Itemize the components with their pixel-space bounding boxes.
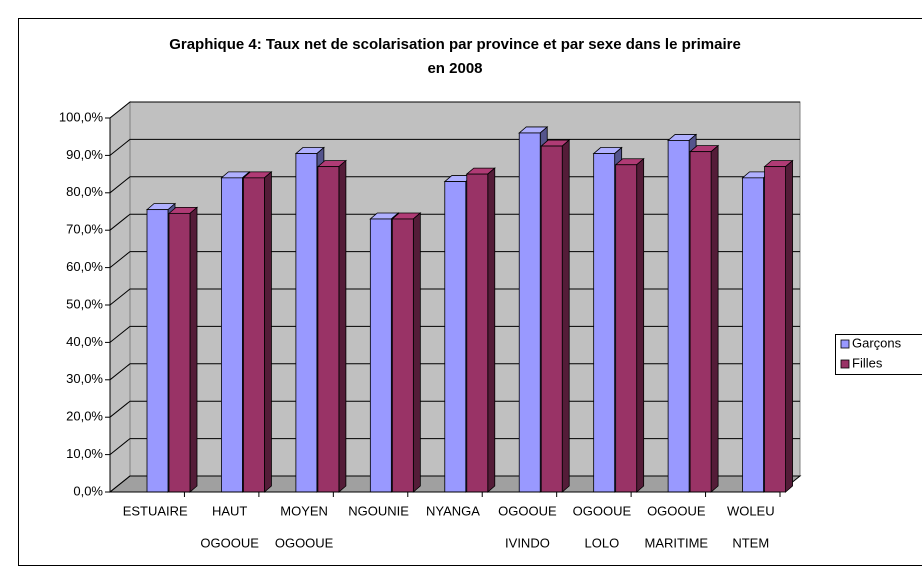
bar-side bbox=[338, 159, 347, 493]
y-tick-label: 20,0% bbox=[66, 409, 103, 424]
bar-front bbox=[243, 177, 265, 493]
grid-line bbox=[109, 475, 800, 493]
bar bbox=[242, 170, 273, 493]
bar bbox=[540, 139, 571, 493]
y-tick-label: 100,0% bbox=[59, 109, 104, 124]
bar-front bbox=[667, 140, 690, 493]
bar-front bbox=[221, 177, 243, 493]
x-tick-label: NGOUNIE bbox=[348, 503, 409, 518]
bar-front bbox=[391, 218, 414, 493]
bar-front bbox=[295, 153, 318, 493]
bar-side bbox=[710, 144, 719, 493]
legend-box bbox=[835, 334, 922, 375]
x-tick-label: LOLO bbox=[585, 535, 620, 550]
y-tick-label: 0,0% bbox=[73, 483, 103, 498]
grid-line bbox=[109, 213, 800, 231]
bar-front bbox=[369, 218, 392, 493]
x-tick-label: OGOOUE bbox=[275, 535, 334, 550]
grid-line bbox=[109, 176, 800, 194]
x-tick-label: NTEM bbox=[732, 535, 769, 550]
x-tick-label: NYANGA bbox=[426, 503, 480, 518]
bar-side bbox=[636, 157, 645, 493]
grid-line bbox=[109, 438, 800, 455]
legend-label: Garçons bbox=[852, 335, 902, 350]
x-tick-label: IVINDO bbox=[505, 535, 550, 550]
bar bbox=[391, 212, 422, 493]
grid-line bbox=[109, 288, 800, 306]
bar-front bbox=[742, 177, 764, 493]
y-tick-label: 50,0% bbox=[66, 296, 103, 311]
bar-front bbox=[518, 132, 541, 493]
bar-front bbox=[615, 164, 638, 493]
bar bbox=[316, 159, 347, 493]
grid-line bbox=[109, 101, 800, 119]
bar-front bbox=[764, 166, 786, 493]
grid-line bbox=[109, 251, 800, 268]
bar-side bbox=[785, 159, 793, 493]
x-tick-label: HAUT bbox=[212, 503, 247, 518]
bar bbox=[465, 167, 496, 493]
y-tick-label: 30,0% bbox=[66, 371, 103, 386]
x-tick-label: ESTUAIRE bbox=[123, 503, 188, 518]
grid-line bbox=[109, 325, 800, 343]
y-tick-label: 40,0% bbox=[66, 334, 103, 349]
bar-side bbox=[487, 167, 496, 493]
grid-line bbox=[109, 400, 800, 418]
bar-side bbox=[561, 139, 570, 493]
bar-front bbox=[317, 166, 340, 493]
bar bbox=[167, 206, 199, 493]
y-tick-label: 60,0% bbox=[66, 259, 103, 274]
bar-front bbox=[146, 209, 169, 493]
x-tick-label: MARITIME bbox=[645, 535, 709, 550]
bar-front bbox=[689, 151, 712, 493]
bar-side bbox=[412, 212, 421, 493]
legend-swatch bbox=[840, 359, 850, 369]
legend-swatch bbox=[840, 339, 850, 349]
bar-side bbox=[189, 206, 198, 493]
x-tick-label: OGOOUE bbox=[573, 503, 632, 518]
y-tick-label: 90,0% bbox=[66, 147, 103, 162]
bar-front bbox=[540, 145, 563, 493]
legend-label: Filles bbox=[852, 355, 883, 370]
bar-side bbox=[264, 170, 272, 493]
x-tick-label: MOYEN bbox=[280, 503, 328, 518]
bar bbox=[689, 144, 720, 493]
x-tick-label: OGOOUE bbox=[200, 535, 259, 550]
x-tick-label: OGOOUE bbox=[498, 503, 557, 518]
x-tick-label: OGOOUE bbox=[647, 503, 706, 518]
bar bbox=[614, 157, 645, 493]
bar-front bbox=[168, 212, 191, 493]
y-tick-label: 70,0% bbox=[66, 222, 103, 237]
grid-line bbox=[109, 363, 800, 381]
y-tick-label: 80,0% bbox=[66, 184, 103, 199]
chart-title: Graphique 4: Taux net de scolarisation p… bbox=[169, 36, 741, 53]
bar-front bbox=[593, 153, 616, 493]
bar bbox=[763, 159, 794, 493]
y-tick-label: 10,0% bbox=[66, 446, 103, 461]
bar-front bbox=[444, 181, 467, 493]
chart-title: en 2008 bbox=[427, 60, 482, 77]
x-tick-label: WOLEU bbox=[727, 503, 775, 518]
grid-line bbox=[109, 138, 800, 156]
bar-front bbox=[466, 173, 489, 493]
